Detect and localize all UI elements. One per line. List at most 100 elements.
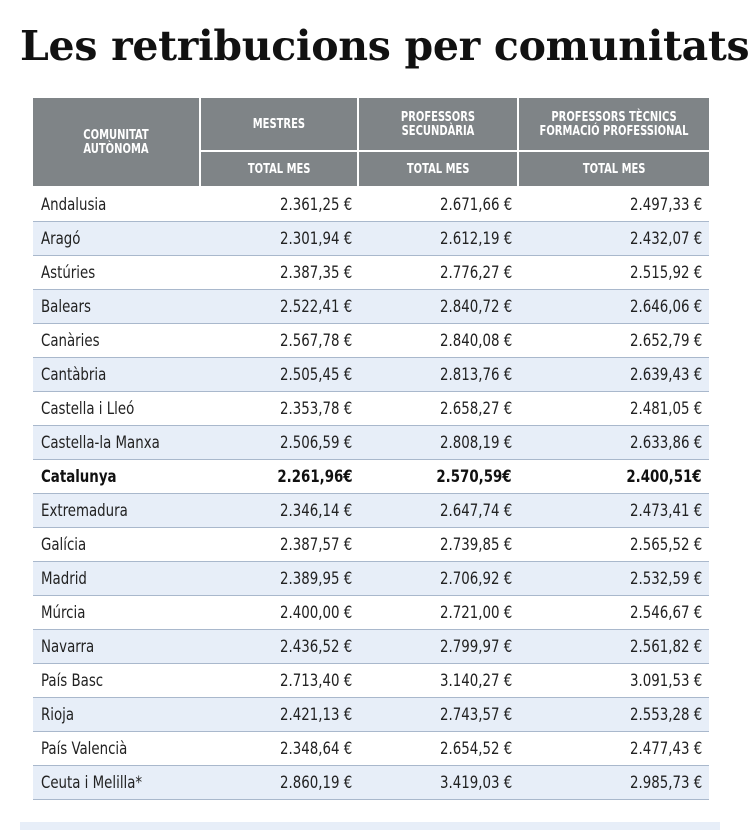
fp-cell: 2.646,06 € [518,290,709,324]
row-name-cell-text: País Basc [41,671,104,690]
bottom-strip [20,822,720,830]
table-row: Madrid 2.389,95 € 2.706,92 € 2.532,59 € [33,562,709,596]
row-name-cell-text: Aragó [41,229,81,248]
fp-cell: 2.639,43 € [518,358,709,392]
fp-cell-text: 2.473,41 € [629,501,702,520]
secundaria-cell: 3.419,03 € [359,766,519,800]
secundaria-cell-text: 2.840,72 € [439,297,512,316]
mestres-cell-text: 2.421,13 € [280,705,353,724]
secundaria-cell: 3.140,27 € [359,664,519,698]
mestres-cell: 2.261,96€ [201,460,360,494]
table-row: Cantàbria 2.505,45 € 2.813,76 € 2.639,43 € [33,358,709,392]
row-name-cell-text: Cantàbria [41,365,107,384]
mestres-cell: 2.346,14 € [201,494,360,528]
secundaria-cell-text: 2.739,85 € [439,535,512,554]
mestres-cell: 2.506,59 € [201,426,360,460]
fp-cell: 2.652,79 € [518,324,709,358]
table-row: Catalunya 2.261,96€ 2.570,59€ 2.400,51€ [33,460,709,494]
secundaria-cell: 2.658,27 € [359,392,519,426]
secundaria-cell-text: 2.658,27 € [439,399,512,418]
fp-cell-text: 2.639,43 € [629,365,702,384]
secundaria-cell-text: 2.647,74 € [439,501,512,520]
row-name-cell-text: Galícia [41,535,87,554]
table-row: Aragó 2.301,94 € 2.612,19 € 2.432,07 € [33,222,709,256]
mestres-cell: 2.522,41 € [201,290,360,324]
header-mestres: MESTRES [201,98,360,152]
mestres-cell-text: 2.400,00 € [280,603,353,622]
subheader-secundaria: TOTAL MES [359,152,519,188]
table-row: Balears 2.522,41 € 2.840,72 € 2.646,06 € [33,290,709,324]
subheader-fp: TOTAL MES [518,152,709,188]
row-name-cell: Castella i Lleó [33,392,202,426]
secundaria-cell: 2.721,00 € [359,596,519,630]
secundaria-cell: 2.570,59€ [359,460,519,494]
secundaria-cell: 2.706,92 € [359,562,519,596]
row-name-cell: País Valencià [33,732,202,766]
mestres-cell-text: 2.361,25 € [280,195,353,214]
mestres-cell: 2.353,78 € [201,392,360,426]
fp-cell: 2.473,41 € [518,494,709,528]
secundaria-cell-text: 3.419,03 € [439,773,512,792]
secundaria-cell-text: 2.799,97 € [439,637,512,656]
row-name-cell: Astúries [33,256,202,290]
row-name-cell-text: Ceuta i Melilla* [41,773,143,792]
row-name-cell: Galícia [33,528,202,562]
secundaria-cell: 2.840,08 € [359,324,519,358]
row-name-cell: Ceuta i Melilla* [33,766,202,800]
table-row: Extremadura 2.346,14 € 2.647,74 € 2.473,41 … [33,494,709,528]
table-row: Andalusia 2.361,25 € 2.671,66 € 2.497,33 € [33,188,709,222]
secundaria-cell: 2.799,97 € [359,630,519,664]
secundaria-cell-text: 2.570,59€ [436,467,512,486]
mestres-cell: 2.421,13 € [201,698,360,732]
row-name-cell-text: Múrcia [41,603,86,622]
mestres-cell-text: 2.387,57 € [280,535,353,554]
row-name-cell-text: Catalunya [41,467,117,486]
mestres-cell-text: 2.348,64 € [280,739,353,758]
secundaria-cell: 2.654,52 € [359,732,519,766]
secundaria-cell-text: 2.706,92 € [439,569,512,588]
row-name-cell: Catalunya [33,460,202,494]
row-name-cell: Castella-la Manxa [33,426,202,460]
fp-cell-text: 2.532,59 € [629,569,702,588]
row-name-cell-text: Navarra [41,637,95,656]
secundaria-cell: 2.840,72 € [359,290,519,324]
table-row: Navarra 2.436,52 € 2.799,97 € 2.561,82 € [33,630,709,664]
fp-cell: 2.515,92 € [518,256,709,290]
fp-cell-text: 2.477,43 € [629,739,702,758]
fp-cell-text: 2.546,67 € [629,603,702,622]
secundaria-cell-text: 2.808,19 € [439,433,512,452]
fp-cell: 2.546,67 € [518,596,709,630]
row-name-cell-text: Castella i Lleó [41,399,135,418]
table-row: Castella i Lleó 2.353,78 € 2.658,27 € 2.481… [33,392,709,426]
fp-cell: 2.561,82 € [518,630,709,664]
table-body: Andalusia 2.361,25 €2.671,66 €2.497,33 € A… [33,188,709,800]
mestres-cell: 2.348,64 € [201,732,360,766]
row-name-cell-text: Balears [41,297,91,316]
header-fp-label: PROFESSORS TÈCNICS FORMACIÓ PROFESSIONAL [539,109,689,139]
mestres-cell-text: 2.522,41 € [280,297,353,316]
mestres-cell-text: 2.387,35 € [280,263,353,282]
header-region: COMUNITAT AUTÒNOMA [33,98,202,188]
mestres-cell: 2.860,19 € [201,766,360,800]
row-name-cell-text: Canàries [41,331,100,350]
fp-cell: 2.400,51€ [518,460,709,494]
row-name-cell-text: Castella-la Manxa [41,433,160,452]
fp-cell-text: 2.497,33 € [629,195,702,214]
secundaria-cell-text: 2.776,27 € [439,263,512,282]
mestres-cell-text: 2.505,45 € [280,365,353,384]
row-name-cell: Extremadura [33,494,202,528]
subheader-fp-label: TOTAL MES [582,161,646,177]
mestres-cell-text: 2.713,40 € [280,671,353,690]
mestres-cell: 2.389,95 € [201,562,360,596]
table-row: Castella-la Manxa 2.506,59 € 2.808,19 € 2.6… [33,426,709,460]
row-name-cell: Múrcia [33,596,202,630]
fp-cell: 2.553,28 € [518,698,709,732]
fp-cell-text: 2.561,82 € [629,637,702,656]
fp-cell: 2.633,86 € [518,426,709,460]
row-name-cell: Madrid [33,562,202,596]
mestres-cell-text: 2.301,94 € [280,229,353,248]
row-name-cell-text: Rioja [41,705,75,724]
subheader-secundaria-label: TOTAL MES [406,161,470,177]
secundaria-cell-text: 2.840,08 € [439,331,512,350]
table-row: Ceuta i Melilla* 2.860,19 € 3.419,03 € 2.98… [33,766,709,800]
